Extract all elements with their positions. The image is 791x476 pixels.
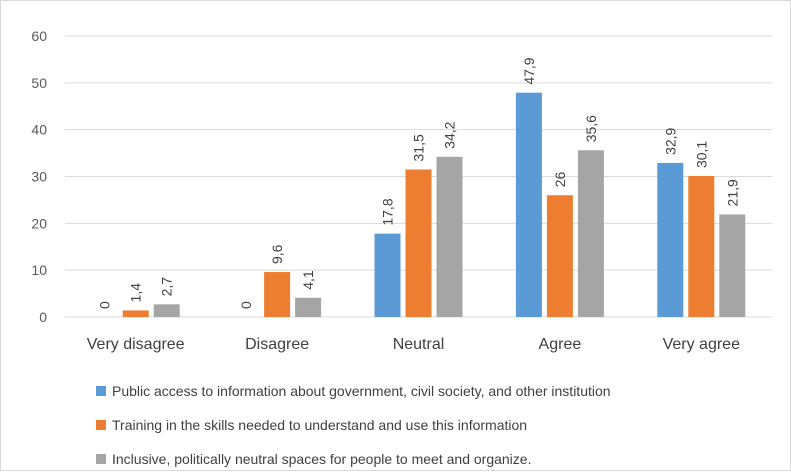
data-label: 9,6 bbox=[269, 244, 285, 264]
bar bbox=[515, 92, 542, 317]
data-label: 32,9 bbox=[662, 127, 678, 154]
legend-swatch bbox=[96, 454, 106, 464]
legend: Public access to information about gover… bbox=[96, 374, 611, 476]
bar bbox=[264, 272, 291, 317]
y-tick-label: 50 bbox=[31, 75, 47, 91]
data-label: 31,5 bbox=[411, 134, 427, 161]
y-tick-label: 40 bbox=[31, 122, 47, 138]
data-label: 21,9 bbox=[724, 179, 740, 206]
data-label: 0 bbox=[238, 301, 254, 309]
legend-swatch bbox=[96, 386, 106, 396]
data-label: 17,8 bbox=[380, 198, 396, 225]
legend-label: Inclusive, politically neutral spaces fo… bbox=[112, 451, 532, 467]
bar bbox=[657, 162, 684, 317]
data-label: 1,4 bbox=[128, 283, 144, 303]
legend-label: Public access to information about gover… bbox=[112, 383, 611, 399]
data-label: 47,9 bbox=[521, 57, 537, 84]
bar bbox=[436, 156, 463, 317]
x-tick-label: Very disagree bbox=[87, 336, 185, 353]
legend-label: Training in the skills needed to underst… bbox=[112, 417, 528, 433]
bar bbox=[405, 169, 432, 317]
bar bbox=[295, 297, 322, 317]
data-label: 4,1 bbox=[300, 270, 316, 290]
bar bbox=[122, 310, 149, 317]
bar bbox=[688, 176, 715, 317]
x-tick-label: Neutral bbox=[393, 336, 445, 353]
bar bbox=[153, 304, 180, 317]
bar bbox=[719, 214, 746, 317]
y-tick-label: 60 bbox=[31, 28, 47, 44]
data-label: 34,2 bbox=[442, 121, 458, 148]
legend-item-training: Training in the skills needed to underst… bbox=[96, 408, 611, 442]
x-tick-label: Disagree bbox=[245, 336, 309, 353]
bar bbox=[374, 233, 401, 317]
legend-item-inclusive-spaces: Inclusive, politically neutral spaces fo… bbox=[96, 442, 611, 476]
data-label: 2,7 bbox=[159, 277, 175, 297]
y-tick-label: 0 bbox=[39, 309, 47, 325]
x-tick-label: Very agree bbox=[663, 336, 740, 353]
data-label: 35,6 bbox=[583, 115, 599, 142]
data-label: 26 bbox=[552, 171, 568, 187]
bar bbox=[546, 195, 573, 317]
x-tick-label: Agree bbox=[539, 336, 582, 353]
bar bbox=[577, 150, 604, 317]
legend-item-public-access: Public access to information about gover… bbox=[96, 374, 611, 408]
data-label: 0 bbox=[97, 301, 113, 309]
y-tick-label: 30 bbox=[31, 169, 47, 185]
data-label: 30,1 bbox=[693, 141, 709, 168]
y-tick-label: 10 bbox=[31, 262, 47, 278]
y-tick-label: 20 bbox=[31, 215, 47, 231]
legend-swatch bbox=[96, 420, 106, 430]
